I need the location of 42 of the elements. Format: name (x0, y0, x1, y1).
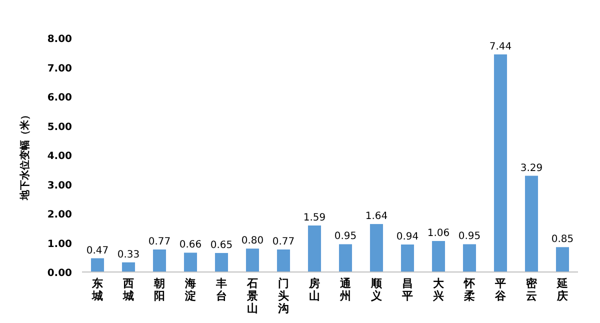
xtick: 门头沟 (278, 277, 289, 315)
xtick: 怀柔 (464, 277, 475, 302)
value-label: 0.66 (179, 240, 202, 251)
value-label: 0.85 (551, 234, 574, 246)
xtick: 大兴 (433, 277, 444, 302)
ytick: 2.00 (47, 210, 72, 220)
ytick: 6.00 (47, 92, 72, 104)
xtick: 房山 (309, 277, 320, 302)
xtick: 密云 (526, 277, 537, 302)
ytick: 5.00 (47, 122, 72, 133)
xtick: 西城 (123, 277, 134, 302)
value-label: 1.59 (303, 212, 326, 224)
value-label: 0.95 (334, 231, 357, 242)
ytick: 4.00 (47, 151, 72, 162)
value-label: 0.95 (458, 231, 481, 242)
xtick: 昌平 (402, 277, 413, 302)
value-label: 7.44 (489, 41, 512, 52)
value-label: 1.06 (427, 228, 450, 239)
value-label: 0.77 (272, 236, 295, 248)
ytick: 0.00 (47, 268, 72, 279)
value-label: 1.64 (365, 211, 388, 222)
xtick: 顺义 (371, 277, 382, 302)
value-label: 0.65 (210, 240, 233, 251)
xtick: 延庆 (557, 277, 568, 302)
ytick: 1.00 (47, 238, 72, 250)
ytick: 7.00 (47, 63, 72, 74)
ylabel: 地下水位变幅（米） (20, 110, 31, 200)
xtick: 东城 (92, 277, 103, 302)
ytick: 3.00 (47, 180, 72, 192)
xtick: 石景山 (247, 277, 258, 315)
xtick: 通州 (340, 277, 351, 302)
value-label: 3.29 (520, 162, 543, 174)
ytick: 8.00 (47, 34, 72, 45)
value-label: 0.47 (86, 245, 109, 256)
xtick: 平谷 (495, 277, 506, 302)
value-label: 0.80 (241, 236, 264, 247)
value-label: 0.33 (117, 249, 140, 260)
xtick: 丰台 (216, 277, 227, 302)
value-label: 0.77 (148, 236, 171, 248)
xtick: 朝阳 (154, 277, 165, 302)
value-label: 0.94 (396, 232, 419, 242)
xtick: 海淀 (185, 277, 196, 302)
